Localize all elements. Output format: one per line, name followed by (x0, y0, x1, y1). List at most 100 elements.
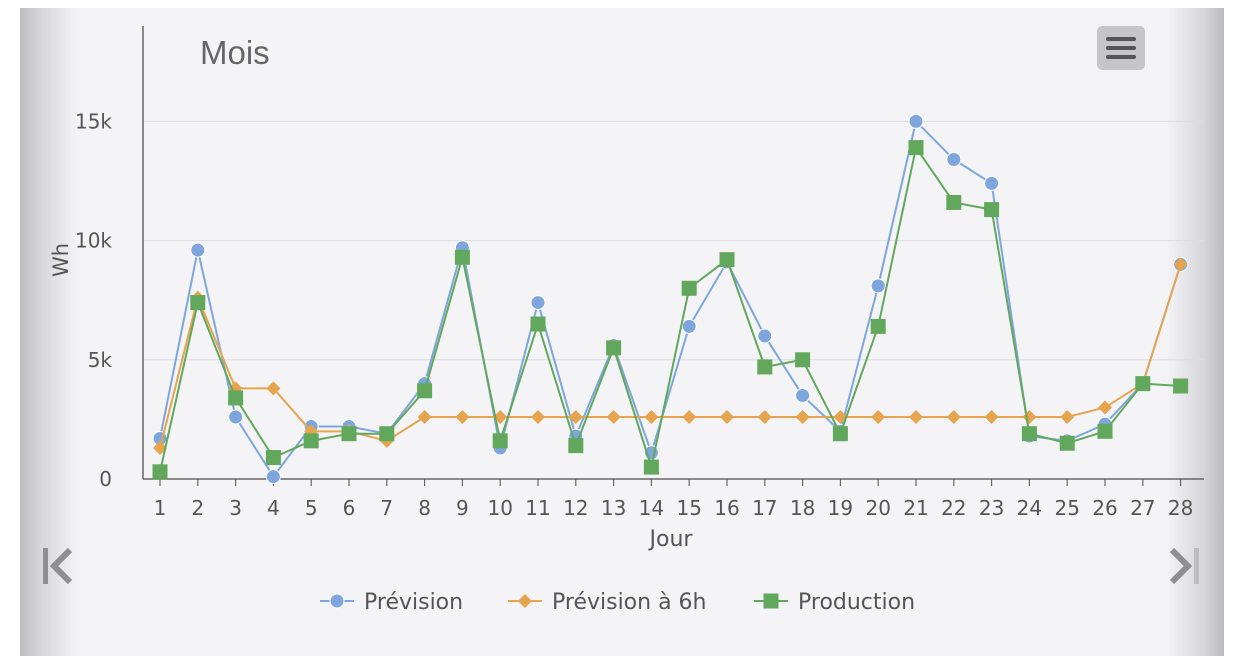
data-point (946, 194, 962, 210)
x-tick-label: 11 (525, 496, 550, 520)
y-tick-label: 0 (99, 467, 112, 491)
y-tick-label: 15k (75, 109, 112, 133)
x-tick-label: 28 (1168, 496, 1193, 520)
skip-next-icon (1169, 547, 1199, 585)
x-tick-label: 4 (267, 496, 280, 520)
x-tick-label: 8 (418, 496, 431, 520)
x-tick-label: 3 (229, 496, 242, 520)
data-point (757, 359, 773, 375)
legend-item[interactable]: Prévision (320, 590, 463, 615)
x-tick-label: 16 (714, 496, 739, 520)
data-point (870, 318, 886, 334)
data-point (530, 316, 546, 332)
data-point (644, 410, 659, 425)
x-tick-label: 5 (305, 496, 318, 520)
x-tick-label: 23 (979, 496, 1004, 520)
y-axis-title: Wh (49, 243, 73, 277)
data-point (871, 410, 886, 425)
data-point (379, 426, 395, 442)
data-point (1060, 410, 1075, 425)
data-point (908, 113, 924, 129)
x-tick-label: 25 (1054, 496, 1079, 520)
data-point (1022, 410, 1037, 425)
data-point (417, 410, 432, 425)
chart-title: Mois (200, 34, 270, 71)
data-point (946, 410, 961, 425)
data-point (265, 450, 281, 466)
hamburger-menu-icon (1106, 55, 1136, 59)
x-tick-label: 9 (456, 496, 469, 520)
previous-month-button[interactable] (40, 544, 76, 588)
x-tick-label: 18 (790, 496, 815, 520)
chart-panel: 0 5k 10k 15k 1 2 3 4 5 6 7 8 9 10 11 12 13 14 15 16 17 18 19 20… (20, 8, 1224, 656)
legend-marker (329, 593, 345, 609)
data-point (795, 410, 810, 425)
data-point (757, 410, 772, 425)
left-edge-shade (20, 8, 78, 656)
x-tick-label: 2 (191, 496, 204, 520)
data-point (454, 249, 470, 265)
data-point (606, 410, 621, 425)
chart-menu-button[interactable] (1097, 26, 1145, 70)
data-point (228, 390, 244, 406)
data-point (455, 410, 470, 425)
data-point (1098, 400, 1112, 415)
data-point (417, 383, 433, 399)
x-tick-label: 21 (903, 496, 928, 520)
data-point (720, 410, 734, 425)
legend-marker (518, 594, 532, 608)
data-point (265, 469, 281, 485)
data-point (530, 295, 546, 311)
series-diamond (153, 257, 1188, 456)
data-point (266, 381, 281, 396)
data-point (152, 464, 168, 480)
data-point (682, 410, 697, 425)
legend-item[interactable]: Production (754, 590, 915, 615)
x-tick-label: 10 (487, 496, 512, 520)
legend-item[interactable]: Prévision à 6h (508, 590, 707, 615)
x-tick-label: 1 (154, 496, 167, 520)
data-point (681, 318, 697, 334)
data-point (492, 433, 508, 449)
x-tick-label: 19 (828, 496, 853, 520)
data-point (568, 410, 583, 425)
data-point (1097, 423, 1113, 439)
data-point (1059, 435, 1075, 451)
data-point (870, 278, 886, 294)
data-point (303, 433, 319, 449)
grid-lines (143, 120, 1204, 361)
data-point (946, 152, 962, 168)
data-point (833, 410, 848, 425)
x-tick-label: 12 (563, 496, 588, 520)
legend: Prévision Prévision à 6h Production (320, 590, 915, 615)
legend-label: Prévision à 6h (552, 590, 707, 615)
data-point (228, 409, 244, 425)
hamburger-menu-icon (1106, 46, 1136, 50)
data-point (153, 441, 167, 456)
x-tick-label: 17 (752, 496, 777, 520)
data-point (531, 410, 545, 425)
data-point (832, 426, 848, 442)
data-point (757, 328, 773, 344)
data-point (908, 140, 924, 156)
data-point (1135, 376, 1151, 392)
data-point (795, 352, 811, 368)
x-tick-label: 13 (601, 496, 626, 520)
y-tick-label: 5k (88, 348, 113, 372)
data-point (568, 438, 584, 454)
x-tick-label: 26 (1092, 496, 1117, 520)
x-tick-label: 14 (639, 496, 664, 520)
x-tick-label: 24 (1017, 496, 1042, 520)
legend-marker (763, 593, 779, 609)
x-tick-label: 22 (941, 496, 966, 520)
skip-previous-icon (43, 547, 73, 585)
series-line (159, 264, 1182, 449)
data-point (719, 252, 735, 268)
x-tick-label: 7 (380, 496, 393, 520)
next-month-button[interactable] (1166, 544, 1202, 588)
series-line (159, 119, 1182, 479)
series-square (152, 140, 1189, 480)
series-layer (152, 113, 1189, 485)
